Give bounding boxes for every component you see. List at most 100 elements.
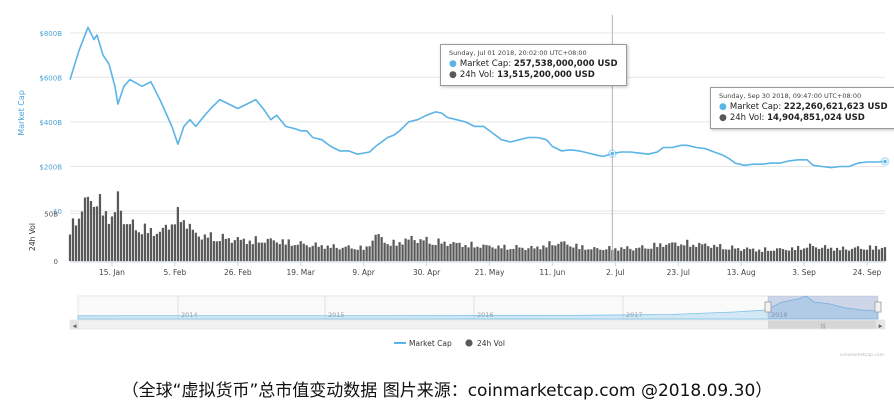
navigator-series xyxy=(77,295,879,320)
volume-bar xyxy=(98,194,102,261)
scrollbar-right-button[interactable] xyxy=(876,320,885,329)
volume-bar xyxy=(131,219,135,261)
volume-bar xyxy=(332,244,335,261)
navigator-year-label: 2015 xyxy=(328,311,345,319)
volume-bar xyxy=(197,236,200,261)
volume-bar xyxy=(713,244,716,261)
volume-bar xyxy=(749,248,752,261)
volume-bar xyxy=(572,247,575,261)
volume-bar xyxy=(593,247,596,261)
volume-bar xyxy=(787,250,791,261)
volume-bar xyxy=(683,245,686,261)
volume-bar xyxy=(416,243,419,261)
volume-bar xyxy=(698,242,701,261)
scrollbar-thumb[interactable] xyxy=(768,320,878,329)
volume-bar xyxy=(317,246,320,261)
volume-bar xyxy=(425,236,428,261)
volume-bar xyxy=(722,249,725,261)
x-tick-label: 13. Aug xyxy=(727,268,756,277)
volume-bar xyxy=(776,248,779,261)
volume-bar xyxy=(548,241,551,261)
volume-bar xyxy=(119,210,123,261)
volume-bar xyxy=(820,247,824,261)
volume-bar xyxy=(191,229,194,261)
volume-bar xyxy=(671,242,674,261)
volume-bar xyxy=(233,240,236,261)
volume-bar xyxy=(728,249,731,261)
volume-bar xyxy=(134,230,138,261)
volume-bar xyxy=(353,249,356,261)
volume-bar xyxy=(299,241,302,261)
y-tick-label: $0 xyxy=(53,208,62,216)
volume-bar xyxy=(539,249,542,261)
tooltip-value: 222,260,621,623 USD xyxy=(783,102,888,113)
volume-bar xyxy=(311,245,314,261)
volume-bar xyxy=(689,246,692,261)
vol-tick-label: 50B xyxy=(44,211,58,219)
volume-bar xyxy=(368,246,371,261)
volume-bar xyxy=(704,243,707,261)
legend-dot-icon[interactable] xyxy=(465,339,473,347)
volume-bar xyxy=(668,243,671,261)
highlight-point xyxy=(609,151,615,157)
volume-bar xyxy=(359,245,362,261)
volume-bar xyxy=(554,245,557,261)
volume-bar xyxy=(95,206,99,261)
volume-bar xyxy=(155,233,159,261)
tooltip-jul-01: Sunday, Jul 01 2018, 20:02:00 UTC+08:00 … xyxy=(440,44,627,86)
navigator-selection[interactable] xyxy=(768,296,878,319)
volume-bar xyxy=(596,248,599,261)
volume-bar xyxy=(680,244,683,261)
volume-bar xyxy=(269,238,272,261)
volume-bar xyxy=(140,234,144,261)
volume-bar xyxy=(844,249,848,261)
chart-canvas: $0 $200B $400B $600B $800B Market Cap 0 50B 24h … xyxy=(17,15,890,358)
volume-bar xyxy=(452,242,455,261)
volume-bar xyxy=(125,224,129,261)
volume-bar xyxy=(761,251,764,261)
volume-bar xyxy=(326,245,329,261)
volume-bar xyxy=(662,246,665,261)
volume-bar xyxy=(796,245,800,261)
volume-bar xyxy=(868,245,872,261)
navigator-handle-right[interactable] xyxy=(874,301,882,313)
volume-bar xyxy=(407,239,410,261)
volume-bar xyxy=(506,249,509,261)
tooltip-row-volume: ● 24h Vol: 14,904,851,024 USD xyxy=(719,113,888,124)
volume-bar xyxy=(401,244,404,261)
volume-bar xyxy=(829,247,833,261)
scrollbar-left-button[interactable] xyxy=(70,320,79,329)
volume-bar xyxy=(767,250,770,261)
volume-bar xyxy=(230,242,233,261)
scrollbar-track[interactable] xyxy=(69,319,886,330)
credit-text: coinmarketcap.com xyxy=(840,352,884,358)
volume-bar xyxy=(677,245,680,261)
legend-item-volume: 24h Vol xyxy=(477,339,505,348)
x-tick-label: 23. Jul xyxy=(667,268,690,277)
navigator-year-label: 2016 xyxy=(477,311,494,319)
volume-bar xyxy=(533,248,536,261)
volume-bar xyxy=(179,222,182,261)
volume-bar xyxy=(811,246,815,261)
legend-item-market-cap: Market Cap xyxy=(409,339,452,348)
volume-bar xyxy=(77,218,81,261)
volume-bar xyxy=(838,250,842,261)
volume-bar xyxy=(203,234,206,261)
volume-bar xyxy=(194,232,197,261)
volume-bar xyxy=(793,250,797,261)
tooltip-row-market-cap: ● Market Cap: 257,538,000,000 USD xyxy=(449,59,618,70)
y-tick-label: $200B xyxy=(39,163,62,171)
tooltip-series-dot: ● xyxy=(449,59,457,70)
volume-bar xyxy=(737,248,740,261)
volume-bar xyxy=(835,247,839,261)
volume-bar xyxy=(799,249,803,261)
volume-bar xyxy=(542,245,545,261)
volume-bar xyxy=(626,246,629,261)
volume-bar xyxy=(362,249,365,261)
volume-bar xyxy=(557,243,560,261)
x-tick-label: 2. Jul xyxy=(606,268,625,277)
volume-bar xyxy=(578,249,581,261)
navigator-handle-left[interactable] xyxy=(764,301,772,313)
volume-bar xyxy=(254,236,257,261)
volume-bar xyxy=(431,244,434,261)
